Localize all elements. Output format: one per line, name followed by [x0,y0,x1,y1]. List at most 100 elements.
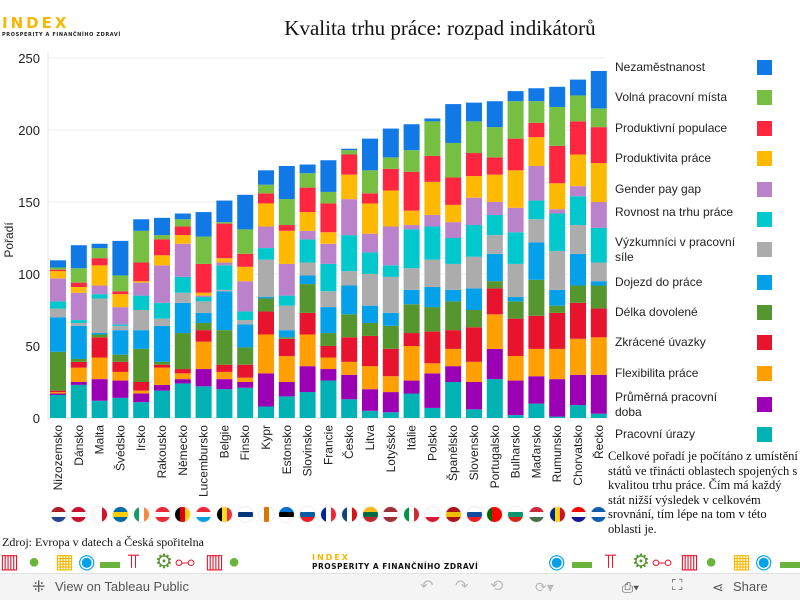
bar-segment [258,203,274,227]
bar-segment [216,364,233,372]
x-tick-label: Slovensko [467,425,481,481]
legend-item[interactable]: Volná pracovní místa [615,90,785,105]
view-on-tableau-link[interactable]: View on Tableau Public [55,579,189,594]
legend-swatch [757,182,772,197]
undo-icon[interactable]: ↶ [420,578,434,595]
decorative-icon: ▦ [55,551,74,573]
bar-segment [570,95,586,122]
bar-segment [258,248,274,260]
bar-segment [70,322,87,326]
legend-item[interactable]: Nezaměstnanost [615,60,785,75]
bar-segment [486,281,503,289]
bar-segment [341,199,358,236]
legend-swatch [757,212,772,227]
bar-segment [154,384,170,391]
bar-segment [549,86,566,107]
bar-segment [278,263,295,296]
bar-segment [424,363,441,374]
bar-segment [133,262,150,282]
legend-item[interactable]: Produktivita práce [615,151,785,166]
bar-segment [528,242,545,280]
bar-segment [237,347,254,365]
bar-segment [195,341,212,370]
legend-item[interactable]: Rovnost na trhu práce [615,205,785,227]
bar-segment [91,248,108,259]
bar-segment [195,322,212,331]
download-icon[interactable]: ⎙▾ [622,579,640,595]
bar-segment [507,101,524,139]
country-flag-icon [257,506,275,523]
bar-segment [590,285,607,309]
bar-segment [154,364,170,368]
bar-segment [528,88,545,102]
bar-segment [91,337,108,358]
bar-segment [341,285,358,315]
bar-segment [486,235,503,254]
bar-segment [320,333,337,346]
bar-segment [237,229,254,254]
legend-item[interactable]: Zkrácené úvazky [615,335,785,350]
legend-item[interactable]: Pracovní úrazy [615,427,785,442]
legend-item[interactable]: Průměrná pracovní doba [615,390,785,420]
bar-segment [528,166,545,201]
legend-item[interactable]: Výzkumníci v pracovní síle [615,235,785,265]
bar-segment [320,243,337,264]
fullscreen-icon[interactable]: ⛶ [672,577,683,594]
bar-segment [403,229,420,269]
bar-segment [50,301,66,309]
bar-segment [362,335,378,367]
legend-item[interactable]: Gender pay gap [615,182,785,197]
bar-segment [195,263,212,293]
legend-item[interactable]: Dojezd do práce [615,275,785,290]
country-flag-icon [91,506,109,523]
bar-segment [216,371,233,380]
bar-segment [174,219,191,227]
bar-segment [570,285,586,303]
bar-segment [403,150,420,172]
x-tick-label: Chorvatsko [571,425,585,486]
x-tick-label: Maďarsko [529,425,543,479]
refresh-icon[interactable]: ⟳▾ [535,579,554,595]
legend-swatch [757,275,772,290]
bar-segment [486,314,503,349]
legend-item[interactable]: Flexibilita práce [615,366,785,381]
bar-segment [362,274,378,306]
share-icon[interactable]: ⋖ [712,579,724,595]
country-flag-icon [153,506,171,523]
bar-segment [237,387,254,418]
legend-item[interactable]: Produktivní populace [615,121,785,136]
bar-segment [382,128,399,158]
bar-segment [278,382,295,397]
bar-segment [133,230,150,263]
revert-icon[interactable]: ⟲ [490,578,504,595]
bar-segment [91,333,108,335]
decorative-icon: ⚙ [632,551,650,573]
bar-segment [154,361,170,365]
bar-segment [258,373,274,407]
x-tick-label: Rakousko [155,425,169,479]
bar-segment [91,258,108,266]
decorative-icon: ▬ [780,551,800,573]
redo-icon[interactable]: ↷ [455,578,469,595]
bar-segment [237,320,254,325]
bar-segment [424,118,441,122]
legend-item[interactable]: Délka dovolené [615,305,785,320]
share-button[interactable]: Share [733,579,768,594]
bar-segment [445,301,462,331]
bar-segment [507,91,524,102]
legend-label: Dojezd do práce [615,275,703,289]
bar-segment [258,334,274,374]
bar-segment [70,286,87,293]
bar-segment [112,371,129,381]
bar-segment [154,367,170,385]
bar-segment [237,311,254,321]
country-flag-icon [195,506,213,523]
bar-segment [70,361,87,368]
bar-segment [320,307,337,334]
bar-segment [112,275,129,292]
bar-segment [112,307,129,325]
bar-segment [445,263,462,290]
bar-segment [70,367,87,382]
decorative-icons-row: ▥ ● ▦ ◉ ▬ ⫪ ⚙ ⧟ ▥ ● ◉ ▬ ⫪ ⚙ ⧟ ▥ ● ▦ ◉ ▬ [0,550,800,572]
x-tick-label: Kypr [259,425,273,450]
